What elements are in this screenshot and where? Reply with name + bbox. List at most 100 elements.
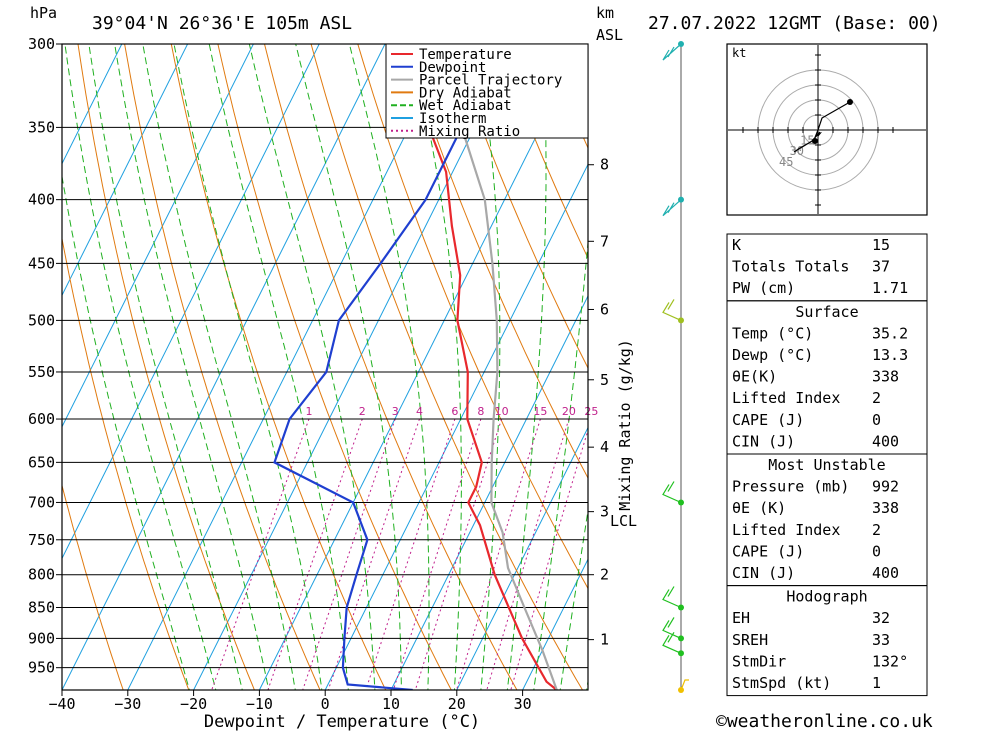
section-box bbox=[726, 585, 928, 697]
datetime-title: 27.07.2022 12GMT (Base: 00) bbox=[648, 13, 941, 34]
wind-barb bbox=[662, 299, 682, 321]
isotherm-line bbox=[390, 294, 588, 690]
section-title: Hodograph bbox=[786, 588, 867, 606]
wind-barb bbox=[662, 617, 682, 639]
index-label: Lifted Index bbox=[732, 521, 840, 539]
storm-motion-marker bbox=[816, 132, 822, 137]
temperature-line bbox=[416, 44, 558, 690]
legend-label: Mixing Ratio bbox=[419, 124, 520, 140]
mixing-ratio-line bbox=[414, 418, 503, 690]
wet-adiabat-line bbox=[64, 44, 217, 690]
mixing-ratio-line bbox=[302, 418, 396, 690]
km-tick-label: 5 bbox=[600, 371, 609, 389]
x-axis-label: Dewpoint / Temperature (°C) bbox=[204, 712, 480, 732]
wind-barb-dot bbox=[678, 635, 684, 642]
index-value: 1 bbox=[872, 674, 881, 692]
section-title: Surface bbox=[795, 303, 858, 321]
hodograph-trace bbox=[793, 101, 851, 153]
mixing-ratio-line bbox=[327, 418, 420, 690]
index-label: θE(K) bbox=[732, 368, 777, 386]
km-tick-label: 8 bbox=[600, 156, 609, 174]
wet-adiabat-line bbox=[114, 44, 270, 690]
mixing-ratio-label: 2 bbox=[359, 405, 366, 418]
index-label: CAPE (J) bbox=[732, 542, 804, 560]
pressure-tick-label: 700 bbox=[28, 494, 55, 512]
legend-label: Wet Adiabat bbox=[419, 98, 512, 114]
index-label: Totals Totals bbox=[732, 258, 849, 276]
km-asl-label: ASL bbox=[596, 26, 623, 44]
mixing-ratio-line bbox=[365, 418, 456, 690]
index-value: 992 bbox=[872, 478, 899, 496]
x-tick-label: 10 bbox=[382, 695, 400, 713]
wind-barb bbox=[662, 586, 682, 609]
mixing-ratio-line bbox=[392, 418, 482, 690]
pressure-tick-label: 750 bbox=[28, 531, 55, 549]
index-value: 1.71 bbox=[872, 279, 908, 297]
pressure-tick-label: 350 bbox=[28, 118, 55, 136]
wind-barb bbox=[662, 199, 682, 217]
legend-label: Dewpoint bbox=[419, 60, 486, 76]
mixing-ratio-line bbox=[510, 428, 588, 690]
index-label: SREH bbox=[732, 631, 768, 649]
km-unit-label: km bbox=[596, 4, 614, 22]
pressure-tick-label: 850 bbox=[28, 599, 55, 617]
dry-adiabat-line bbox=[917, 44, 1000, 695]
profile-lines bbox=[273, 44, 558, 690]
isotherm-line bbox=[62, 44, 320, 560]
index-label: θE (K) bbox=[732, 499, 786, 517]
x-tick-label: −30 bbox=[114, 695, 141, 713]
mixing-ratio-label: 10 bbox=[495, 405, 509, 418]
index-value: 13.3 bbox=[872, 346, 908, 364]
wind-barb-dot bbox=[678, 604, 684, 611]
mixing-ratio-label: 6 bbox=[451, 405, 458, 418]
index-label: K bbox=[732, 236, 741, 254]
km-tick-label: 1 bbox=[600, 631, 609, 649]
pressure-tick-label: 300 bbox=[28, 35, 55, 53]
index-label: CIN (J) bbox=[732, 564, 795, 582]
x-tick-label: −20 bbox=[180, 695, 207, 713]
index-label: StmSpd (kt) bbox=[732, 674, 831, 692]
x-tick-label: 20 bbox=[448, 695, 466, 713]
indices-table: K 15 Totals Totals 37 PW (cm) 1.71 Surface Temp… bbox=[726, 233, 928, 697]
mixing-ratio-labels: 1 2 3 4 6 8 10 15 20 25 bbox=[306, 405, 599, 418]
isotherm-line bbox=[258, 44, 583, 690]
wet-adiabat-line bbox=[142, 44, 296, 690]
mixing-ratio-line bbox=[456, 418, 541, 690]
wet-adiabat-line bbox=[586, 678, 588, 690]
mixing-ratio-label: 20 bbox=[562, 405, 576, 418]
dry-adiabat-line bbox=[77, 44, 255, 690]
legend-label: Dry Adiabat bbox=[419, 85, 512, 101]
dry-adiabat-line bbox=[403, 44, 588, 480]
isotherm-line bbox=[62, 44, 123, 165]
km-tick-label: 7 bbox=[600, 232, 609, 250]
index-label: Pressure (mb) bbox=[732, 478, 849, 496]
km-axis: 1 2 3 4 5 6 7 8 bbox=[588, 156, 609, 649]
mixing-ratio-label: 25 bbox=[584, 405, 598, 418]
copyright: ©weatheronline.co.uk bbox=[716, 711, 933, 732]
km-tick-label: 4 bbox=[600, 438, 609, 456]
wet-adiabat-line bbox=[62, 173, 190, 690]
pressure-unit-label: hPa bbox=[30, 4, 57, 22]
index-label: EH bbox=[732, 609, 750, 627]
wind-barb bbox=[680, 679, 689, 691]
pressure-tick-label: 650 bbox=[28, 453, 55, 471]
section-title: Most Unstable bbox=[768, 456, 885, 474]
hodograph-ring-label: 15 bbox=[800, 134, 814, 148]
dry-adiabat-line bbox=[62, 236, 190, 690]
dry-adiabat-line bbox=[264, 44, 518, 690]
pressure-tick-label: 400 bbox=[28, 191, 55, 209]
index-value: 400 bbox=[872, 432, 899, 450]
index-label: CIN (J) bbox=[732, 432, 795, 450]
index-value: 37 bbox=[872, 258, 890, 276]
location-title: 39°04'N 26°36'E 105m ASL bbox=[92, 13, 352, 34]
pressure-tick-label: 800 bbox=[28, 566, 55, 584]
x-tick-label: −10 bbox=[246, 695, 273, 713]
index-value: 400 bbox=[872, 564, 899, 582]
isotherm-line bbox=[62, 44, 386, 690]
index-value: 0 bbox=[872, 542, 881, 560]
mixing-ratio-label: 8 bbox=[477, 405, 484, 418]
index-value: 15 bbox=[872, 236, 890, 254]
mixing-ratio-label: 4 bbox=[416, 405, 423, 418]
index-value: 0 bbox=[872, 411, 881, 429]
x-tick-label: −40 bbox=[48, 695, 75, 713]
